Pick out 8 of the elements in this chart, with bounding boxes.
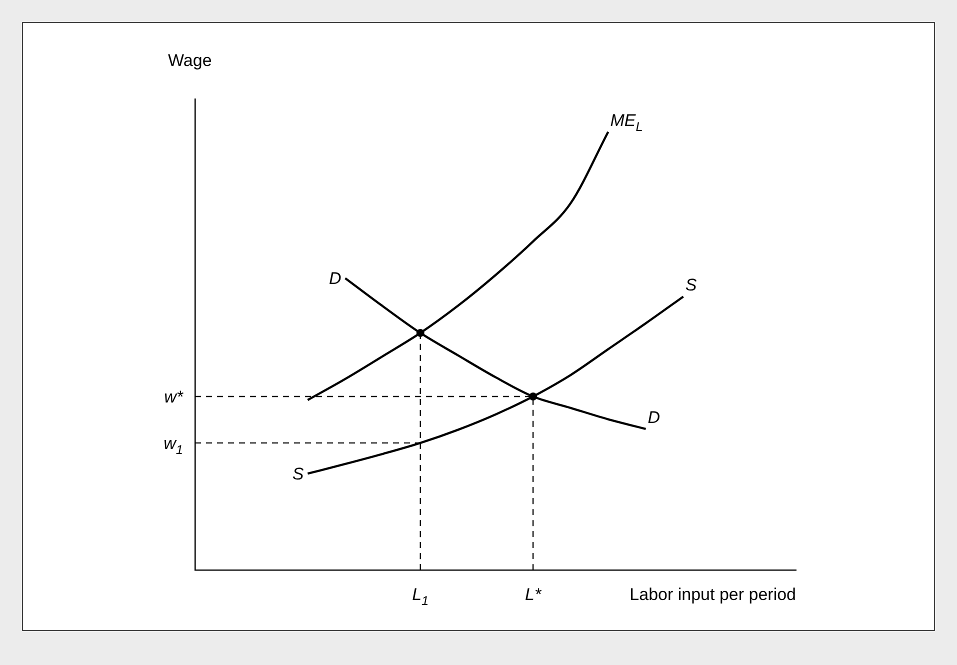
series-label: S [685, 276, 698, 295]
y-axis-title: Wage [168, 51, 212, 70]
x-tick-label: L* [525, 585, 542, 604]
series-label: D [648, 408, 660, 427]
annotation: S [292, 464, 304, 484]
series-label: w* [164, 387, 184, 406]
x-axis-title: Labor input per period [630, 585, 796, 604]
annotation: D [328, 269, 342, 288]
